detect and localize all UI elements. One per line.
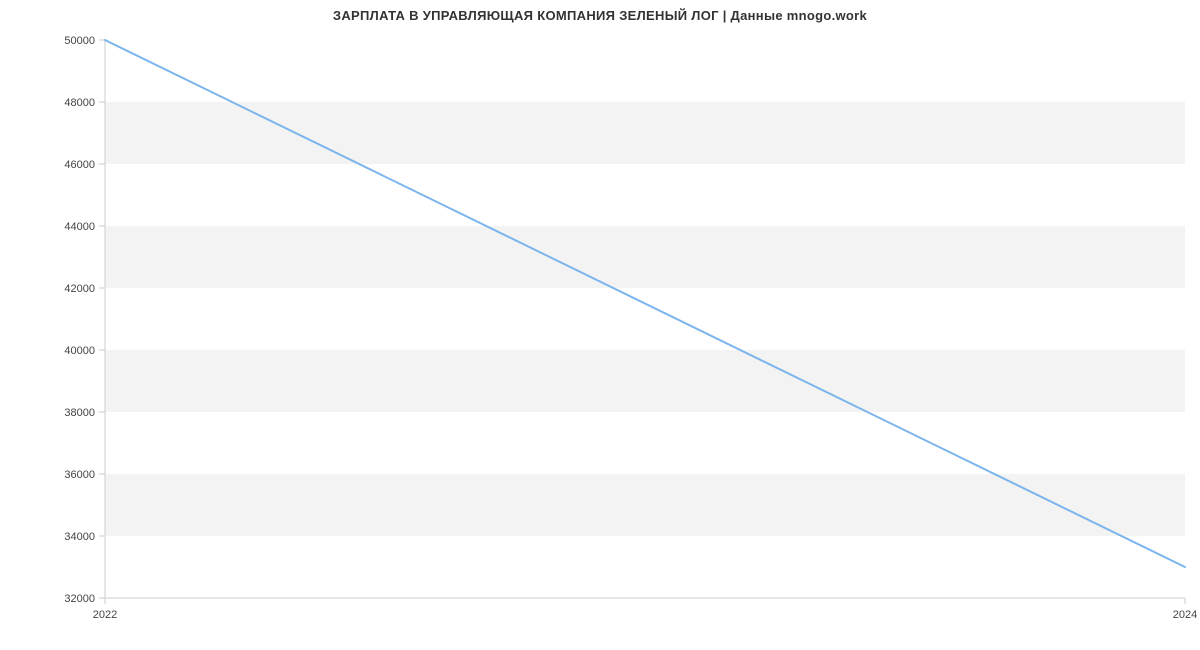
plot-band — [105, 164, 1185, 226]
y-tick-label: 42000 — [64, 283, 95, 295]
y-tick-label: 32000 — [64, 593, 95, 605]
plot-band — [105, 474, 1185, 536]
plot-band — [105, 536, 1185, 598]
x-tick-label: 2022 — [93, 609, 117, 621]
y-tick-label: 48000 — [64, 97, 95, 109]
plot-band — [105, 226, 1185, 288]
plot-band — [105, 102, 1185, 164]
chart-title: ЗАРПЛАТА В УПРАВЛЯЮЩАЯ КОМПАНИЯ ЗЕЛЕНЫЙ … — [0, 8, 1200, 23]
plot-band — [105, 412, 1185, 474]
chart-container: ЗАРПЛАТА В УПРАВЛЯЮЩАЯ КОМПАНИЯ ЗЕЛЕНЫЙ … — [0, 0, 1200, 650]
x-tick-label: 2024 — [1173, 609, 1197, 621]
y-tick-label: 38000 — [64, 407, 95, 419]
plot-band — [105, 288, 1185, 350]
y-tick-label: 44000 — [64, 221, 95, 233]
y-tick-label: 50000 — [64, 35, 95, 47]
plot-band — [105, 350, 1185, 412]
y-tick-label: 46000 — [64, 159, 95, 171]
chart-svg: 32000 34000 36000 38000 40000 42000 44000 46000… — [0, 0, 1200, 650]
y-tick-label: 40000 — [64, 345, 95, 357]
y-tick-label: 34000 — [64, 531, 95, 543]
plot-band — [105, 40, 1185, 102]
y-tick-label: 36000 — [64, 469, 95, 481]
